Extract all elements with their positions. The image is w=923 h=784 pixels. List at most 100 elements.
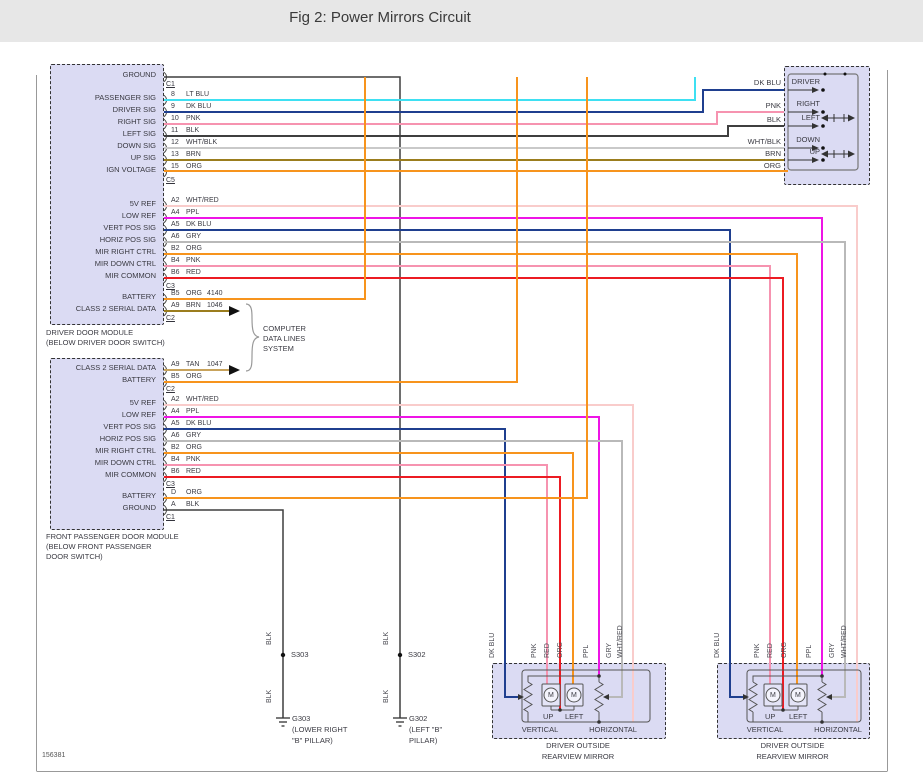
pin-label: UP SIG [130, 153, 156, 162]
pin-label: BATTERY [122, 292, 156, 301]
wire-name-vertical: PNK [754, 643, 761, 658]
wire-name: PPL [186, 408, 200, 415]
switch-position-label: DOWN [796, 135, 820, 144]
wire-name: BRN [765, 149, 781, 158]
wire-name: BRN [186, 151, 201, 158]
wire-name: ORG [186, 245, 202, 252]
wire-name-vertical: BLK [266, 631, 273, 645]
wire-name: ORG [186, 489, 202, 496]
wire-name: PNK [186, 456, 201, 463]
switch-position-label: RIGHT [796, 99, 820, 108]
arrow-serial-driver [229, 306, 240, 316]
page-code: 156381 [42, 752, 66, 759]
wire-mir-common-red-right [164, 277, 784, 710]
ground-location: PILLAR) [409, 736, 438, 745]
wire-name: GRY [186, 432, 202, 439]
wire-name-vertical: RED [767, 643, 774, 658]
mirror-caption: DRIVER OUTSIDE [546, 741, 610, 750]
module-caption: DOOR SWITCH) [46, 552, 103, 561]
pin-label: MIR COMMON [105, 470, 156, 479]
pin-id: D [171, 489, 177, 496]
pin-label: MIR DOWN CTRL [94, 259, 156, 268]
pin-label: 5V REF [129, 398, 156, 407]
pin-id: A9 [171, 302, 180, 309]
wire-name: BLK [186, 127, 200, 134]
pin-id: B5 [171, 373, 180, 380]
wire-name: BLK [766, 115, 781, 124]
motor-letter: M [795, 692, 801, 699]
splice-s303 [280, 652, 286, 658]
computer-note: DATA LINES [263, 334, 306, 343]
wire-name-vertical: ORG [557, 642, 564, 658]
wire-name-vertical: RED [544, 643, 551, 658]
computer-note: SYSTEM [263, 344, 294, 353]
pin-id: A2 [171, 396, 180, 403]
axis-label: HORIZONTAL [589, 725, 637, 734]
connector-label: C1 [166, 514, 175, 521]
connector-label: C1 [166, 81, 175, 88]
pin-id: A9 [171, 361, 180, 368]
pin-id: A6 [171, 432, 180, 439]
wire-name-vertical: PNK [531, 643, 538, 658]
pin-id: 15 [171, 163, 179, 170]
connector-label: C3 [166, 283, 175, 290]
pin-label: LEFT SIG [122, 129, 156, 138]
wire-name: DK BLU [186, 103, 212, 110]
pin-id: A4 [171, 209, 180, 216]
wire-name-vertical: PPL [806, 644, 813, 658]
wire-name: ORG [186, 163, 202, 170]
pin-id: A4 [171, 408, 180, 415]
wire-left-sig-blk [164, 125, 784, 137]
wire-name: RED [186, 468, 201, 475]
wire-name: PNK [186, 257, 201, 264]
module-caption: FRONT PASSENGER DOOR MODULE [46, 532, 179, 541]
ground-location: (LEFT "B" [409, 725, 443, 734]
wire-name: ORG [186, 444, 202, 451]
switch-position-label: LEFT [801, 113, 820, 122]
connector-label: C3 [166, 481, 175, 488]
ground-location: (LOWER RIGHT [292, 725, 348, 734]
connector-label: C5 [166, 177, 175, 184]
computer-data-lines-group [229, 303, 260, 375]
pin-label: MIR RIGHT CTRL [95, 446, 156, 455]
wire-vert-pos-dkblu-left [164, 428, 519, 698]
splice-label: S303 [291, 650, 309, 659]
pin-label: BATTERY [122, 375, 156, 384]
wire-right-sig-pnk [164, 111, 784, 125]
wire-battery-org-b5 [164, 77, 518, 383]
wire-name: RED [186, 269, 201, 276]
pin-id: 10 [171, 115, 179, 122]
motor-letter: M [770, 692, 776, 699]
motor-letter: M [548, 692, 554, 699]
wire-name-vertical: PPL [583, 644, 590, 658]
ground-label: G302 [409, 714, 428, 723]
ground-location: "B" PILLAR) [292, 736, 333, 745]
wire-mir-right-ctrl-org-right [164, 253, 798, 684]
pin-id: A [171, 501, 176, 508]
pin-label: BATTERY [122, 491, 156, 500]
mirror-caption: DRIVER OUTSIDE [760, 741, 825, 750]
pin-label: LOW REF [121, 410, 156, 419]
wire-name-vertical: BLK [266, 689, 273, 703]
pin-label: IGN VOLTAGE [106, 165, 156, 174]
pin-label: CLASS 2 SERIAL DATA [75, 304, 156, 313]
pin-id: 12 [171, 139, 179, 146]
wire-passenger-sig-ltblu [164, 77, 696, 101]
pin-label: VERT POS SIG [103, 422, 156, 431]
pin-id: 13 [171, 151, 179, 158]
motor-letter: M [571, 692, 577, 699]
module-caption: (BELOW FRONT PASSENGER [46, 542, 152, 551]
wire-name-vertical: ORG [781, 642, 788, 658]
brace-computer-data [245, 303, 260, 372]
pin-label: DRIVER SIG [112, 105, 156, 114]
module-caption: (BELOW DRIVER DOOR SWITCH) [46, 338, 165, 347]
pin-label: 5V REF [129, 199, 156, 208]
pin-id: 8 [171, 91, 175, 98]
wire-battery-org-d [164, 77, 588, 499]
pin-label: MIR DOWN CTRL [94, 458, 156, 467]
wire-horiz-pos-gry-left [164, 440, 623, 698]
wire-driver-sig-dkblu [164, 89, 784, 113]
page-title: Fig 2: Power Mirrors Circuit [289, 9, 471, 26]
axis-label: VERTICAL [521, 725, 559, 734]
pin-label: RIGHT SIG [117, 117, 156, 126]
